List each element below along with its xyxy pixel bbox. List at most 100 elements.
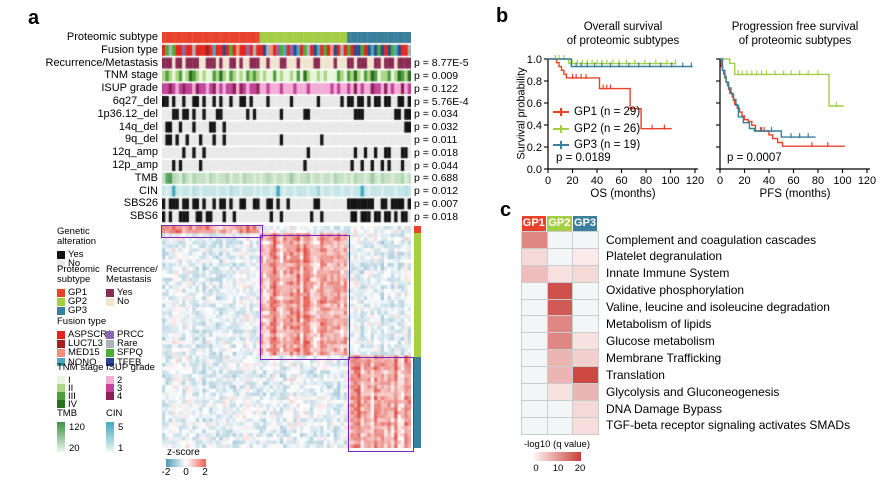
km-legend-censor-tick [560, 108, 562, 116]
track-p-value-sbs26: p = 0.007 [414, 197, 459, 210]
rare-swatch [106, 339, 114, 348]
c-cell-metabolism-of-lipids-gp1 [522, 316, 547, 333]
x-tick-label: 40 [591, 175, 603, 187]
c-cell-membrane-trafficking-gp3 [573, 350, 598, 367]
legend-item-no: No [106, 296, 158, 308]
c-colorbar-gradient [534, 452, 581, 461]
legend-title-metastasis: Metastasis [106, 274, 152, 285]
legend-item-label: GP1 [68, 287, 88, 299]
c-cell-metabolism-of-lipids-gp3 [573, 316, 598, 333]
panel-c-label: c [500, 199, 512, 221]
pathway-heatmap-grid [521, 231, 599, 435]
c-colorbar-tick-0: 0 [533, 463, 539, 474]
x-tick-label: 80 [640, 175, 652, 187]
sidebar-segment-gp3 [414, 357, 421, 448]
subtype-row-sidebar [414, 226, 421, 448]
track-label-14q-del: 14q_del [118, 120, 158, 133]
c-column-header-gp1: GP1 [521, 216, 547, 231]
legend-item-label: MED15 [68, 347, 100, 359]
x-tick-label: 60 [615, 175, 627, 187]
legend-title-tnm-stage: TNM stage [57, 362, 104, 373]
c-cell-innate-immune-system-gp3 [573, 265, 598, 282]
legend-item-yes: Yes [57, 250, 96, 259]
km-legend-censor-tick [560, 124, 562, 133]
c-colorbar-label: -log10 (q value) [523, 439, 590, 450]
legend-item-label: GP3 [68, 305, 88, 317]
pfs-p-value: p = 0.0007 [727, 152, 782, 164]
legend-recurrence: Recurrence/Metastasis Yes No [106, 265, 158, 308]
legend-item-label: TFEB [117, 356, 142, 368]
legend-item-label: I [68, 374, 71, 386]
os-km-plot: 0 20 40 60 80 100 120 0.0 0.2 0.4 0.6 0.8 1.0 [527, 54, 704, 187]
track-p-value-1p36-12-del: p = 0.034 [414, 108, 459, 121]
legend-items-fusion: ASPSCR1 LUC7L3 MED15 NONO [57, 330, 112, 367]
c-cell-glycolysis-and-gluconeogenesis-gp3 [573, 384, 598, 400]
zscore-tick-max: 2 [202, 467, 208, 478]
prcc-swatch [106, 330, 114, 339]
gp3-swatch [57, 306, 65, 315]
track-p-value-cin: p = 0.012 [414, 185, 459, 198]
c-row-label-tgf-beta-receptor-signaling-activates-smads: TGF-beta receptor signaling activates SM… [606, 418, 851, 433]
legend-item-label: Yes [117, 287, 133, 299]
track-label-cin: CIN [139, 184, 158, 197]
c-cell-platelet-degranulation-gp3 [573, 248, 598, 265]
c-row-label-dna-damage-bypass: DNA Damage Bypass [606, 401, 723, 416]
c-row-label-glycolysis-and-gluconeogenesis: Glycolysis and Gluconeogenesis [606, 384, 780, 399]
pfs-x-axis-label: PFS (months) [759, 188, 831, 200]
track-p-value-9q-del: p = 0.011 [414, 133, 458, 146]
pfs-chart-title-line2: of proteomic subtypes [738, 35, 852, 48]
legend-title-subtype: subtype [57, 274, 91, 285]
legend-item-luc7l3: LUC7L3 [57, 339, 112, 349]
c-cell-glucose-metabolism-gp3 [573, 333, 598, 350]
c-cell-valine-leucine-and-isoleucine-degradation-gp1 [522, 299, 547, 316]
legend-item-gp1: GP1 [57, 288, 100, 297]
km-curve-gp2 [720, 58, 844, 107]
legend-item-4: 4 [106, 390, 155, 402]
i-swatch [57, 376, 65, 384]
legend-item-label: ASPSCR1 [68, 329, 113, 341]
legend-tmb-max: 120 [69, 422, 85, 433]
c-cell-tgf-beta-receptor-signaling-activates-smads-gp2 [547, 417, 573, 434]
c-cell-valine-leucine-and-isoleucine-degradation-gp3 [573, 299, 598, 316]
3-swatch [106, 384, 114, 392]
c-cell-complement-and-coagulation-cascades-gp1 [522, 232, 547, 248]
os-x-axis-label: OS (months) [590, 188, 656, 200]
legend-cin-max: 5 [118, 422, 124, 433]
tfeb-swatch [106, 358, 114, 367]
pfs-km-plot: 0 20 40 60 80 100 120 [716, 58, 876, 187]
c-cell-dna-damage-bypass-gp1 [522, 400, 547, 417]
c-row-label-complement-and-coagulation-cascades: Complement and coagulation cascades [606, 232, 817, 247]
yes-swatch [106, 288, 114, 297]
legend-items-genetic: Yes No [57, 250, 96, 270]
track-p-value-isup-grade: p = 0.122 [414, 82, 459, 95]
gp1-swatch [57, 288, 65, 297]
os-chart-title: Overall survival of proteomic subtypes [533, 20, 713, 48]
legend-subtype: Proteomic subtype GP1 GP2 GP3 [57, 265, 100, 316]
x-tick-label: 100 [661, 175, 679, 187]
c-cell-platelet-degranulation-gp1 [522, 248, 547, 265]
expression-zscore-heatmap [162, 226, 411, 448]
km-curve-gp3 [720, 58, 816, 138]
yes-swatch [57, 250, 65, 259]
c-column-header-gp2: GP2 [547, 216, 572, 231]
legend-item-label: 4 [117, 390, 123, 402]
legend-item-label: No [117, 296, 130, 308]
c-cell-membrane-trafficking-gp2 [547, 350, 573, 367]
legend-title-tmb: TMB [57, 408, 78, 419]
legend-item-label: Rare [117, 338, 138, 350]
legend-isup: ISUP grade 2 3 4 [106, 363, 155, 402]
iii-swatch [57, 392, 65, 400]
c-cell-translation-gp1 [522, 367, 547, 384]
legend-title-alteration: alteration [57, 236, 97, 247]
track-label-tnm-stage: TNM stage [104, 69, 158, 82]
legend-item-nono: NONO [57, 357, 112, 367]
track-p-value-tmb: p = 0.688 [414, 172, 459, 185]
c-cell-oxidative-phosphorylation-gp2 [547, 282, 573, 299]
legend-item-gp3: GP3 [57, 305, 100, 317]
legend-title-proteomic: Proteomic [57, 264, 100, 275]
legend-item-label: No [68, 258, 81, 270]
legend-items-tnm: I II III IV [57, 374, 103, 409]
track-p-value-14q-del: p = 0.032 [414, 121, 459, 134]
